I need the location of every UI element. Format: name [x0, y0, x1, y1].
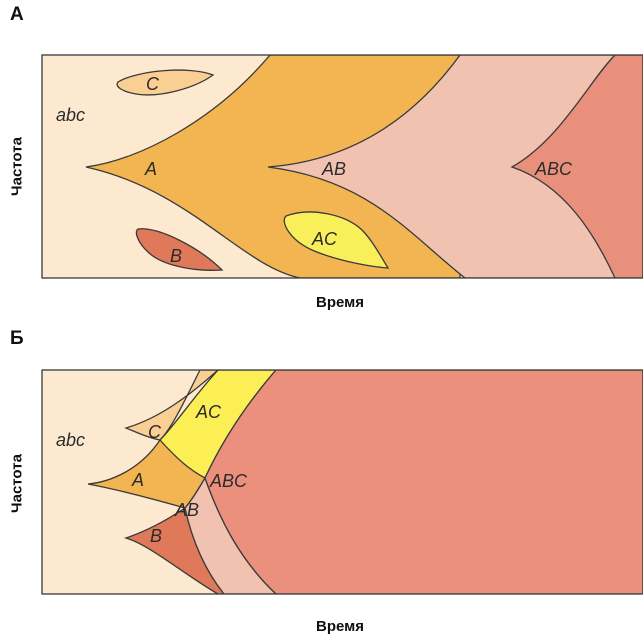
panel-a-label-AB: AB — [321, 159, 346, 179]
panel-a-region-C — [116, 69, 215, 96]
panel-b-region-C — [124, 370, 219, 441]
panel-b-label-abc: abc — [56, 430, 85, 450]
panel-b-label-C: C — [148, 422, 162, 442]
panel-b-letter: Б — [10, 328, 24, 349]
panel-a-x-axis-label: Время — [316, 294, 364, 311]
panel-b-frame — [41, 369, 643, 595]
panel-b-label-AB: AB — [174, 500, 199, 520]
panel-a-label-C: C — [146, 74, 160, 94]
panel-a-label-ABC: ABC — [534, 159, 573, 179]
panel-a-label-AC: AC — [311, 229, 338, 249]
panel-a-diagram: abc C A B AB AC ABC — [42, 55, 643, 278]
panel-a-region-ABC — [510, 55, 643, 278]
panel-b-region-ABC — [204, 370, 643, 594]
panel-a-label-A: A — [144, 159, 157, 179]
panel-a-region-B — [135, 228, 224, 271]
panel-b-label-ABC: ABC — [209, 471, 248, 491]
panel-b-label-A: A — [131, 470, 144, 490]
panel-a-frame — [41, 54, 643, 279]
panel-a-label-B: B — [170, 246, 182, 266]
panel-b-diagram: abc C AC A ABC AB B — [42, 370, 643, 594]
panel-a-label-abc: abc — [56, 105, 85, 125]
panel-b-x-axis-label: Время — [316, 618, 364, 635]
panel-b-label-AC: AC — [195, 402, 222, 422]
panel-a-letter: A — [10, 4, 24, 25]
panel-a-region-AB — [267, 55, 643, 278]
panel-a-region-AC — [283, 211, 390, 269]
panel-b-label-B: B — [150, 526, 162, 546]
